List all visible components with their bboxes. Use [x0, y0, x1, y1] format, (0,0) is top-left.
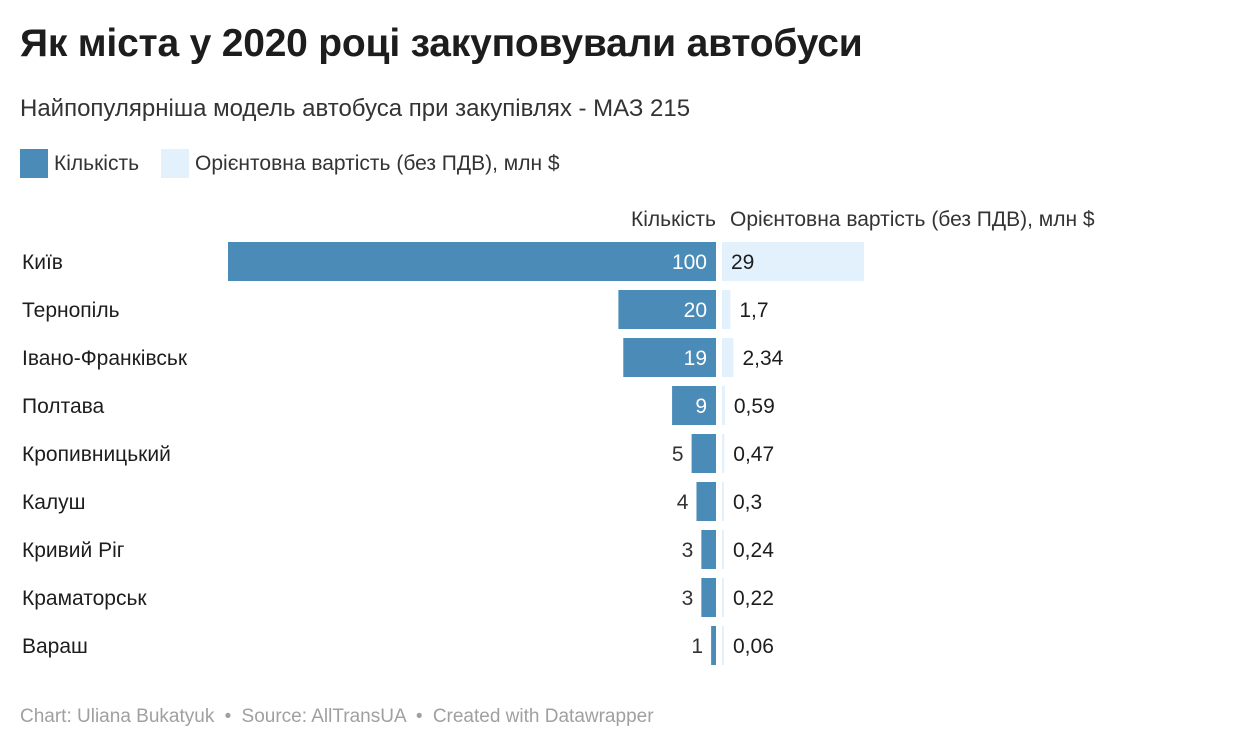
- count-value-label: 20: [684, 299, 707, 322]
- legend-swatch-cost: [161, 149, 190, 178]
- count-value-label: 3: [682, 587, 694, 610]
- legend-item-count: Кількість: [20, 149, 139, 178]
- count-bar: [696, 482, 716, 521]
- column-header-cost: Орієнтовна вартість (без ПДВ), млн $: [730, 208, 1095, 231]
- cost-value-label: 29: [731, 251, 754, 274]
- count-bar: [672, 386, 716, 425]
- count-value-label: 3: [682, 539, 694, 562]
- count-value-label: 9: [695, 395, 707, 418]
- footer-created-with: Created with Datawrapper: [432, 706, 654, 727]
- footer-separator: •: [224, 706, 232, 727]
- cost-bar: [722, 290, 731, 329]
- legend: Кількість Орієнтовна вартість (без ПДВ),…: [20, 149, 582, 178]
- footer-source: Source: AllTransUA: [241, 706, 406, 727]
- cost-value-label: 0,47: [733, 443, 774, 466]
- cost-bar: [722, 338, 734, 377]
- count-bar: [701, 530, 716, 569]
- bar-chart: Кількість Орієнтовна вартість (без ПДВ), …: [22, 208, 1095, 665]
- category-label: Краматорськ: [22, 587, 147, 610]
- count-bar: [623, 338, 716, 377]
- category-label: Полтава: [22, 395, 105, 418]
- count-bar: [691, 434, 716, 473]
- count-bar: [701, 578, 716, 617]
- cost-bar: [722, 386, 725, 425]
- category-label: Вараш: [22, 635, 88, 658]
- category-label: Калуш: [22, 491, 86, 514]
- legend-label-cost: Орієнтовна вартість (без ПДВ), млн $: [195, 151, 560, 175]
- footer-separator: •: [415, 706, 423, 727]
- cost-bar: [722, 530, 724, 569]
- category-label: Івано-Франківськ: [22, 347, 188, 370]
- chart-subtitle: Найпопулярніша модель автобуса при закуп…: [20, 95, 691, 122]
- chart-footer: Chart: Uliana Bukatyuk • Source: AllTran…: [20, 706, 654, 728]
- cost-value-label: 1,7: [739, 299, 768, 322]
- category-label: Київ: [22, 251, 63, 274]
- cost-value-label: 0,22: [733, 587, 774, 610]
- chart-title: Як міста у 2020 році закуповували автобу…: [20, 22, 863, 65]
- category-label: Кривий Ріг: [22, 539, 125, 562]
- count-bar: [228, 242, 716, 281]
- legend-swatch-count: [20, 149, 48, 178]
- category-label: Кропивницький: [22, 443, 171, 466]
- cost-bar: [722, 434, 725, 473]
- cost-value-label: 0,59: [734, 395, 775, 418]
- footer-author: Chart: Uliana Bukatyuk: [20, 706, 215, 727]
- cost-bar: [722, 242, 864, 281]
- category-label: Тернопіль: [22, 299, 120, 322]
- count-value-label: 5: [672, 443, 684, 466]
- cost-bar: [722, 578, 724, 617]
- cost-value-label: 0,06: [733, 635, 774, 658]
- count-value-label: 1: [691, 635, 703, 658]
- cost-bar: [722, 626, 724, 665]
- cost-bar: [722, 482, 724, 521]
- legend-item-cost: Орієнтовна вартість (без ПДВ), млн $: [161, 149, 560, 178]
- cost-value-label: 2,34: [742, 347, 783, 370]
- cost-value-label: 0,24: [733, 539, 774, 562]
- count-value-label: 4: [677, 491, 689, 514]
- cost-value-label: 0,3: [733, 491, 762, 514]
- legend-label-count: Кількість: [54, 151, 140, 175]
- column-header-count: Кількість: [631, 208, 716, 231]
- count-value-label: 19: [684, 347, 707, 370]
- count-value-label: 100: [672, 251, 707, 274]
- count-bar: [618, 290, 716, 329]
- count-bar: [711, 626, 716, 665]
